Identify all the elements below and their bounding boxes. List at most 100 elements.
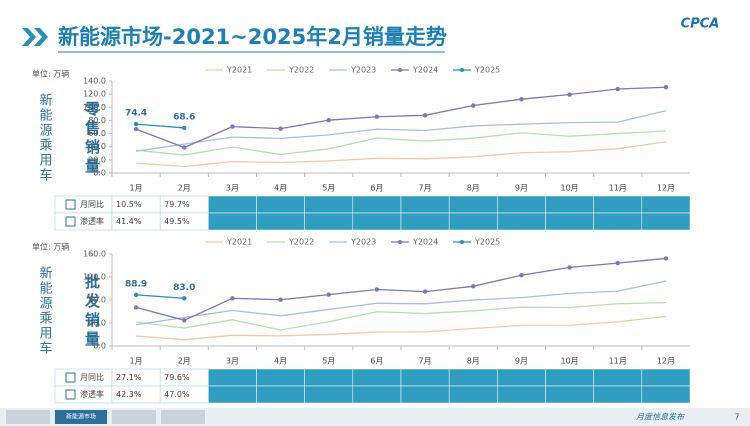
page-number: 7 (734, 413, 739, 422)
table-cell (352, 385, 402, 404)
point (133, 126, 139, 132)
table-cell (545, 385, 594, 404)
table-value: 47.0% (164, 390, 190, 399)
y-tick-label: 20.0 (88, 155, 106, 164)
point (278, 126, 283, 131)
point (182, 318, 187, 323)
table-cell (304, 212, 354, 231)
title-icon (22, 28, 48, 46)
table-cell (352, 195, 402, 214)
x-tick-label: 12月 (657, 184, 675, 193)
y-tick-label: 80.0 (88, 116, 106, 125)
y-tick-label: 120.0 (83, 90, 106, 99)
legend-label: Y2025 (474, 66, 500, 75)
x-tick-label: 3月 (226, 357, 239, 366)
table-value: 79.6% (164, 373, 190, 382)
x-tick-label: 3月 (226, 184, 239, 193)
y-tick-label: 160.0 (83, 250, 106, 259)
point (326, 117, 331, 123)
metric-label: 零售销量 (83, 101, 101, 177)
legend-label: Y2021 (226, 66, 252, 75)
y-tick-label: 100.0 (83, 103, 106, 112)
series-line (136, 123, 185, 129)
point (326, 292, 331, 297)
metric-label: 批发销量 (83, 273, 101, 350)
side-label: 新能源乘用车 (37, 92, 53, 183)
table-cell (208, 195, 257, 214)
point (663, 85, 669, 90)
point (230, 124, 235, 129)
legend-label: Y2024 (412, 238, 438, 247)
footer-tab-label: 新能源市场 (66, 413, 96, 421)
x-tick-label: 7月 (419, 357, 432, 366)
point (471, 103, 476, 108)
table-value: 79.7% (164, 200, 190, 209)
table-cell (497, 385, 546, 404)
table-value: 42.3% (116, 390, 142, 399)
x-tick-label: 2月 (178, 184, 191, 193)
x-tick-label: 12月 (657, 357, 675, 366)
x-tick-label: 7月 (419, 184, 432, 193)
footer-tab[interactable] (6, 410, 50, 424)
point (422, 113, 428, 118)
point (182, 145, 187, 150)
table-value: 10.5% (116, 200, 142, 209)
legend-label: Y2023 (350, 66, 376, 75)
legend-marker (460, 68, 464, 72)
data-label: 74.4 (125, 109, 147, 119)
x-tick-label: 4月 (274, 357, 287, 366)
table-cell (641, 385, 691, 404)
table-cell (256, 368, 305, 387)
table-row-label: 渗透率 (80, 216, 104, 226)
table-cell (208, 368, 257, 387)
table-cell (208, 212, 257, 231)
point (133, 305, 139, 310)
y-tick-label: 0.0 (93, 342, 106, 351)
table-cell (497, 212, 546, 231)
table-cell (545, 195, 594, 214)
slide-title: 新能源市场-2021~2025年2月销量走势 (58, 25, 447, 49)
series-line (136, 130, 666, 156)
x-tick-label: 4月 (274, 184, 287, 193)
legend-marker (460, 240, 464, 244)
point (182, 125, 187, 131)
table-icon (65, 372, 76, 383)
footer-tab[interactable] (112, 410, 156, 424)
legend-label: Y2025 (474, 238, 500, 247)
x-tick-label: 8月 (467, 184, 480, 193)
legend-label: Y2022 (288, 238, 314, 247)
series-line (136, 294, 185, 299)
table-cell (400, 212, 450, 231)
data-label: 68.6 (173, 112, 195, 122)
point (519, 97, 524, 102)
point (133, 121, 139, 127)
point (471, 284, 476, 289)
point (182, 296, 187, 301)
table-cell (400, 385, 450, 404)
point (519, 273, 524, 278)
logo: CPCA (681, 17, 720, 32)
y-tick-label: 140.0 (83, 77, 106, 86)
table-cell (593, 368, 643, 387)
x-tick-label: 6月 (370, 184, 383, 193)
table-cell (545, 368, 594, 387)
x-tick-label: 5月 (322, 357, 335, 366)
table-row-label: 月同比 (80, 199, 104, 209)
y-tick-label: 40.0 (88, 142, 106, 151)
table-cell (641, 368, 691, 387)
footer-tab[interactable] (161, 410, 205, 424)
series-line (135, 257, 666, 321)
table-cell (448, 368, 498, 387)
table-row-label: 渗透率 (80, 389, 104, 399)
table-cell (304, 385, 354, 404)
table-cell (448, 385, 498, 404)
table-icon (65, 389, 76, 400)
table-cell (256, 212, 305, 231)
footer-tab[interactable] (55, 410, 107, 424)
series-line (135, 110, 667, 152)
legend-marker (398, 240, 402, 244)
table-cell (497, 368, 546, 387)
legend-label: Y2023 (350, 238, 376, 247)
y-tick-label: 40.0 (88, 319, 106, 328)
